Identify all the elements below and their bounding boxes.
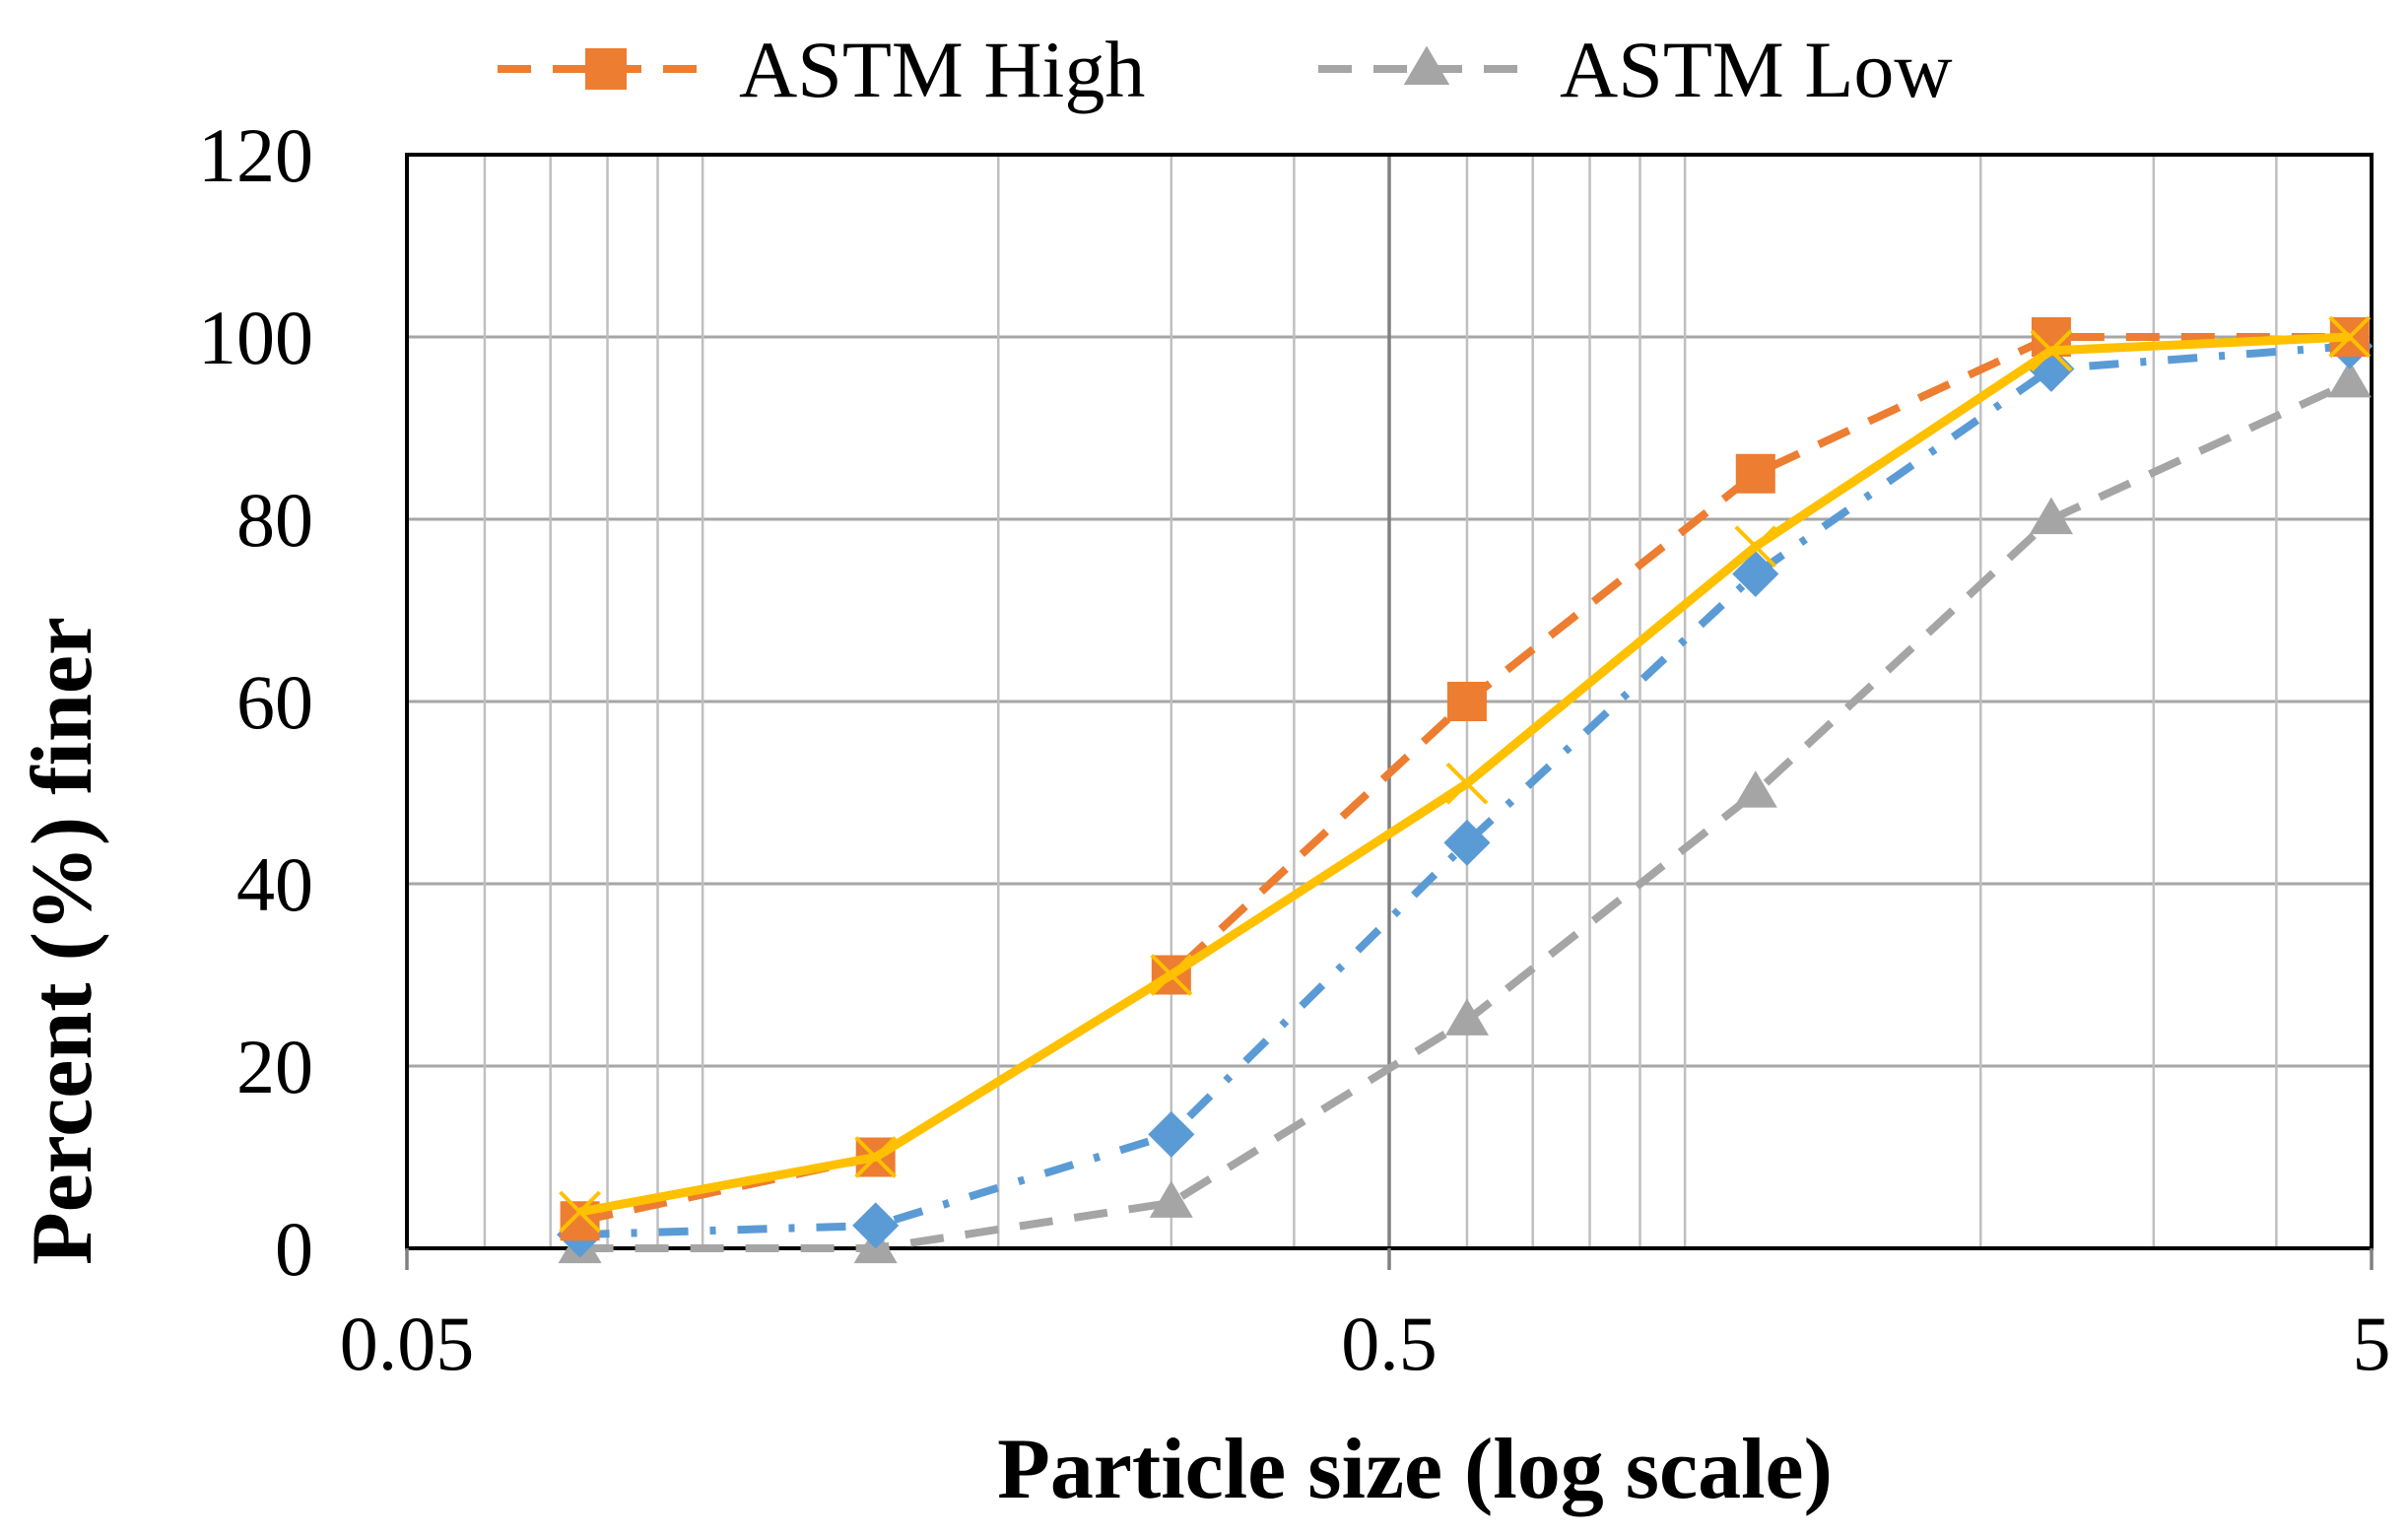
- data-point-triangle: [1444, 998, 1489, 1035]
- series-2: [557, 322, 2374, 1258]
- series-1: [558, 360, 2372, 1264]
- series-line: [579, 342, 2351, 1239]
- series-line: [579, 378, 2352, 1252]
- data-point-triangle: [1149, 1180, 1193, 1218]
- data-point-x: [1734, 525, 1777, 568]
- y-tick-label: 40: [236, 841, 313, 927]
- data-point-triangle: [2029, 497, 2073, 535]
- data-point-x: [2328, 315, 2372, 359]
- data-point-x-stroke: [1150, 954, 1193, 996]
- x-axis-title: Particle size (log scale): [997, 1422, 1833, 1517]
- legend-label: ASTM Low: [1560, 25, 1953, 114]
- data-point-x: [854, 1136, 898, 1178]
- series-layer: [557, 315, 2374, 1264]
- legend-label: ASTM High: [739, 25, 1145, 114]
- data-point-diamond: [1443, 819, 1491, 866]
- data-point-diamond: [852, 1202, 900, 1249]
- data-point-x-stroke: [854, 1136, 898, 1178]
- y-tick-labels: 0 20 40 60 80 100 120: [198, 112, 313, 1292]
- data-point-triangle: [2327, 360, 2372, 398]
- legend: ASTM High ASTM Low: [498, 25, 1953, 114]
- data-point-x: [2030, 329, 2073, 372]
- series-3: [559, 315, 2372, 1234]
- data-point-x: [1445, 762, 1489, 805]
- y-tick-label: 120: [198, 112, 313, 198]
- y-tick-label: 80: [236, 477, 313, 563]
- x-tick-label: 0.05: [340, 1301, 475, 1386]
- data-point-x-stroke: [559, 1190, 601, 1234]
- y-tick-label: 100: [198, 295, 313, 380]
- x-tick-label: 5: [2353, 1301, 2391, 1386]
- data-point-square: [585, 48, 627, 90]
- y-tick-label: 20: [236, 1024, 313, 1109]
- plot-frame-layer: [405, 153, 2374, 1270]
- data-point-diamond: [1148, 1110, 1195, 1158]
- x-tick-label: 0.5: [1341, 1301, 1438, 1386]
- x-tick-labels: 0.05 0.5 5: [340, 1301, 2391, 1386]
- legend-entry: ASTM Low: [1318, 25, 1953, 114]
- y-tick-label: 60: [236, 659, 313, 745]
- legend-entry: ASTM High: [498, 25, 1145, 114]
- data-point-x-stroke: [2030, 329, 2073, 372]
- grid-layer: [407, 155, 2372, 1248]
- data-point-x-stroke: [1734, 525, 1777, 568]
- data-point-square: [1735, 453, 1775, 494]
- data-point-x-stroke: [2328, 315, 2372, 359]
- y-axis-title: Percent (%) finer: [15, 617, 110, 1265]
- y-tick-label: 0: [275, 1206, 313, 1292]
- data-point-diamond: [1732, 550, 1779, 598]
- data-point-triangle: [1733, 770, 1777, 808]
- data-point-x-stroke: [1445, 762, 1489, 805]
- data-point-triangle: [1403, 45, 1450, 85]
- data-point-x: [559, 1190, 601, 1234]
- data-point-square: [1446, 682, 1487, 721]
- series-line: [578, 332, 2351, 1217]
- data-point-x: [1150, 954, 1193, 996]
